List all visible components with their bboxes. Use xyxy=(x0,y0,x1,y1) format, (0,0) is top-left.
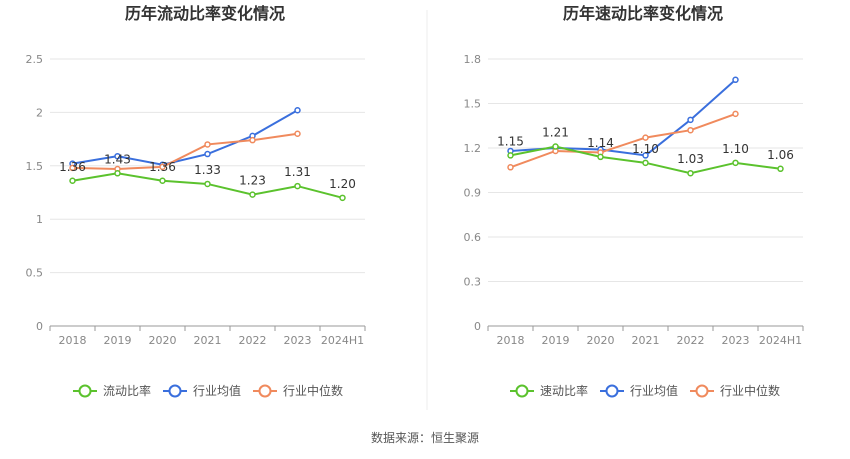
legend-swatch-marker xyxy=(515,384,529,398)
data-point-industry_median xyxy=(732,110,739,118)
x-tick-label: 2022 xyxy=(677,334,705,347)
series-line-industry_median xyxy=(72,132,298,171)
y-tick-label: 0.6 xyxy=(464,231,482,244)
y-tick-label: 2 xyxy=(36,106,43,119)
legend-item-industry_avg: 行业均值 xyxy=(600,383,678,398)
data-point-company xyxy=(732,159,739,167)
data-label: 1.14 xyxy=(587,136,614,150)
data-label: 1.15 xyxy=(497,134,524,148)
legend-label: 行业中位数 xyxy=(720,383,780,398)
legend-item-company: 速动比率 xyxy=(510,383,588,398)
legend-item-industry_median: 行业中位数 xyxy=(690,383,780,398)
x-tick-label: 2024H1 xyxy=(759,334,802,347)
current-ratio-chart: 历年流动比率变化情况 0 0.5 1 1.5 2 2.5 2018 2019 2020 2021 20… xyxy=(26,4,366,398)
legend-item-industry_avg: 行业均值 xyxy=(163,383,241,398)
chart-title: 历年速动比率变化情况 xyxy=(563,4,723,23)
data-point-industry_median xyxy=(687,126,694,134)
data-point-industry_avg xyxy=(732,76,739,84)
x-tick-label: 2018 xyxy=(59,334,87,347)
data-point-company xyxy=(249,191,256,198)
data-source-footer: 数据来源：恒生聚源 xyxy=(371,430,479,445)
data-point-industry_median xyxy=(642,134,649,141)
data-point-company xyxy=(294,182,301,190)
data-point-company xyxy=(687,169,694,177)
quick-ratio-chart: 历年速动比率变化情况 0 0.3 0.6 0.9 1.2 1.5 1.8 2018 2019 202… xyxy=(464,4,804,398)
data-label: 1.10 xyxy=(722,142,749,156)
y-tick-label: 1.8 xyxy=(464,53,482,66)
data-label: 1.20 xyxy=(329,177,356,191)
legend-item-company: 流动比率 xyxy=(73,383,151,398)
y-tick-label: 0.3 xyxy=(464,276,482,289)
data-point-industry_median xyxy=(507,164,514,171)
data-point-industry_avg xyxy=(642,152,649,159)
x-tick-label: 2021 xyxy=(194,334,222,347)
data-point-company xyxy=(777,165,784,173)
data-point-company xyxy=(507,152,514,159)
y-tick-label: 0.9 xyxy=(464,187,482,200)
data-point-company xyxy=(114,170,121,177)
data-point-company xyxy=(204,180,211,188)
x-tick-label: 2023 xyxy=(284,334,312,347)
legend-swatch-marker xyxy=(78,384,92,398)
x-tick-label: 2020 xyxy=(149,334,177,347)
legend-swatch-marker xyxy=(258,384,272,398)
data-label: 1.36 xyxy=(59,160,86,174)
data-point-industry_avg xyxy=(204,150,211,158)
data-label: 1.36 xyxy=(149,160,176,174)
series-line-industry_avg xyxy=(72,109,298,166)
data-label: 1.03 xyxy=(677,152,704,166)
x-tick-label: 2019 xyxy=(104,334,132,347)
x-tick-label: 2024H1 xyxy=(321,334,364,347)
y-tick-label: 2.5 xyxy=(26,53,44,66)
data-label: 1.21 xyxy=(542,126,569,140)
data-point-company xyxy=(642,159,649,167)
y-tick-label: 0 xyxy=(36,320,43,333)
data-point-industry_median xyxy=(294,130,301,138)
data-point-industry_median xyxy=(69,164,76,172)
x-tick-label: 2023 xyxy=(722,334,750,347)
data-point-company xyxy=(159,177,166,185)
x-tick-label: 2019 xyxy=(542,334,570,347)
x-tick-label: 2018 xyxy=(497,334,525,347)
data-label: 1.31 xyxy=(284,165,311,179)
legend-label: 速动比率 xyxy=(540,383,588,398)
data-point-company xyxy=(69,177,76,185)
data-label: 1.33 xyxy=(194,163,221,177)
legend-swatch-marker xyxy=(168,384,182,398)
legend-label: 行业均值 xyxy=(630,383,678,398)
y-tick-label: 0.5 xyxy=(26,267,44,280)
data-point-company xyxy=(597,153,604,161)
legend-label: 行业中位数 xyxy=(283,383,343,398)
data-label: 1.43 xyxy=(104,152,131,166)
series-line-industry_median xyxy=(510,112,736,169)
x-tick-label: 2021 xyxy=(632,334,660,347)
data-label: 1.10 xyxy=(632,142,659,156)
y-tick-label: 1.5 xyxy=(464,98,482,111)
y-tick-label: 0 xyxy=(474,320,481,333)
y-tick-label: 1.5 xyxy=(26,160,44,173)
data-point-company xyxy=(552,143,559,150)
chart-title: 历年流动比率变化情况 xyxy=(125,4,285,23)
data-point-industry_median xyxy=(159,163,166,171)
legend-label: 流动比率 xyxy=(103,383,151,398)
y-tick-label: 1.2 xyxy=(464,142,482,155)
legend-swatch-marker xyxy=(605,384,619,398)
legend-swatch-marker xyxy=(695,384,709,398)
data-point-industry_median xyxy=(249,136,256,144)
x-tick-label: 2020 xyxy=(587,334,615,347)
data-point-industry_avg xyxy=(114,152,121,160)
data-label: 1.06 xyxy=(767,148,794,162)
data-point-industry_avg xyxy=(294,107,301,114)
data-point-industry_median xyxy=(204,141,211,148)
data-point-industry_avg xyxy=(687,116,694,124)
data-label: 1.23 xyxy=(239,174,266,188)
data-point-company xyxy=(339,194,346,202)
y-tick-label: 1 xyxy=(36,213,43,226)
legend-label: 行业均值 xyxy=(193,383,241,398)
legend-item-industry_median: 行业中位数 xyxy=(253,383,343,398)
x-tick-label: 2022 xyxy=(239,334,267,347)
